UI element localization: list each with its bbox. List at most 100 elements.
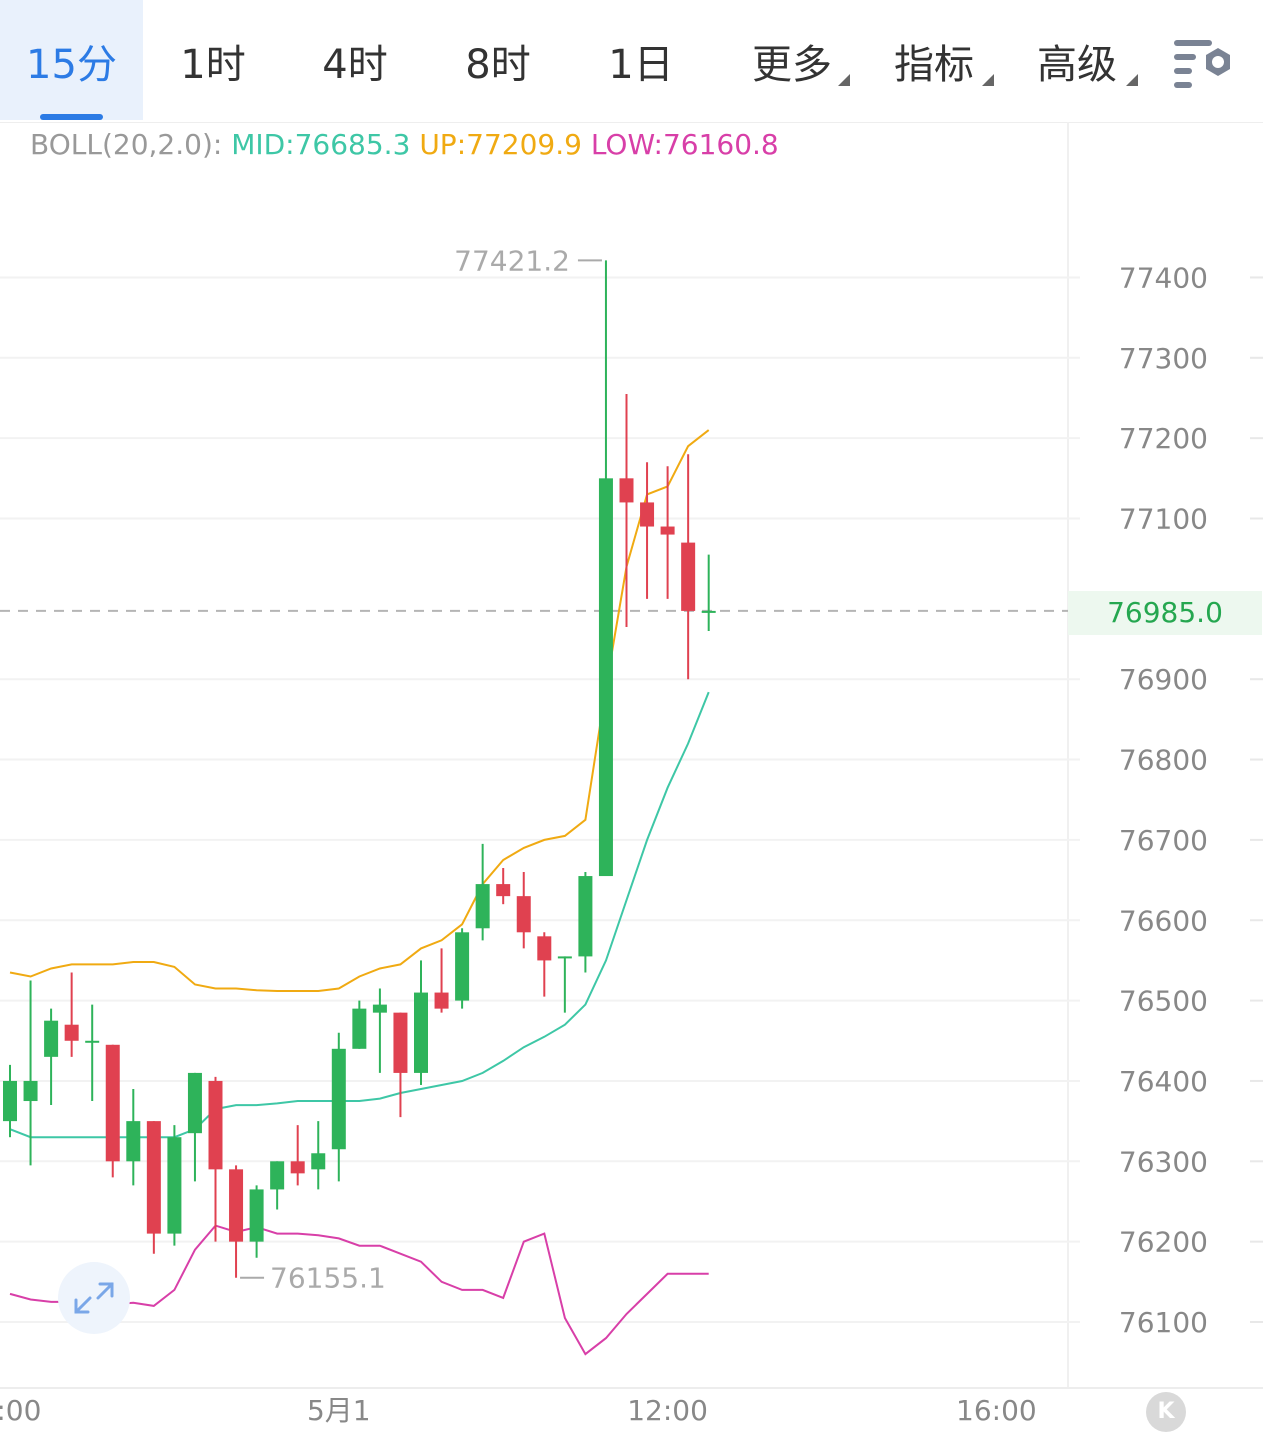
low-annotation-label: 76155.1 — [270, 1262, 386, 1295]
expand-arrows-icon — [74, 1282, 114, 1314]
candle-body — [229, 1169, 244, 1242]
tab-label: 8时 — [465, 42, 531, 88]
time-axis: 4:00 5月1 12:00 16:00 — [0, 1394, 1037, 1427]
candle-body — [352, 1008, 367, 1049]
candle-down — [640, 462, 655, 599]
candle-down — [146, 1121, 161, 1254]
candlestick-chart[interactable]: 77400 77300 77200 77100 76900 76800 76700 76600… — [0, 122, 1263, 1430]
candle-body — [598, 478, 613, 877]
candle-body — [167, 1137, 182, 1234]
candle-up — [352, 1000, 367, 1049]
price-tick-label: 77100 — [1119, 503, 1208, 536]
price-tick-label: 77300 — [1119, 342, 1208, 375]
candle-body — [372, 1004, 387, 1013]
candle-down — [619, 393, 634, 627]
tab-label: 高级 — [1037, 42, 1117, 88]
candle-body — [434, 992, 449, 1009]
expand-button[interactable] — [58, 1262, 130, 1334]
candle-body — [496, 884, 511, 897]
boll-upper-line — [9, 429, 710, 992]
tab-1d[interactable]: 1日 — [571, 0, 711, 120]
candle-down — [681, 454, 696, 680]
candle-down — [516, 872, 531, 949]
price-axis: 77400 77300 77200 77100 76900 76800 76700 76600… — [1119, 261, 1208, 1339]
candle-body — [455, 932, 470, 1001]
candle-down — [434, 948, 449, 1013]
tab-8h[interactable]: 8时 — [428, 0, 568, 120]
boll-mid-value: MID:76685.3 — [231, 128, 411, 161]
candles — [3, 260, 716, 1278]
candle-down — [537, 932, 552, 997]
candle-body — [537, 936, 552, 961]
price-tick-label: 76300 — [1119, 1145, 1208, 1178]
candle-down — [660, 466, 675, 599]
candle-up — [167, 1125, 182, 1246]
active-tab-indicator — [40, 114, 103, 120]
candle-body — [516, 896, 531, 933]
candle-body — [701, 610, 716, 613]
price-tick-label: 76500 — [1119, 985, 1208, 1018]
chart-settings-button[interactable] — [1168, 34, 1240, 96]
candle-body — [311, 1153, 326, 1170]
candle-body — [3, 1080, 17, 1122]
candle-body — [187, 1072, 202, 1134]
candle-up — [85, 1004, 100, 1102]
tab-label: 1时 — [180, 42, 246, 88]
candle-body — [85, 1040, 100, 1043]
candle-body — [681, 542, 696, 611]
candle-down — [393, 1012, 408, 1118]
tab-indicators-dropdown[interactable]: 指标 — [864, 0, 1004, 120]
candle-up — [557, 956, 572, 1013]
time-tick-label: 16:00 — [956, 1394, 1037, 1427]
candle-up — [331, 1032, 346, 1182]
candle-up — [455, 928, 470, 1009]
candle-body — [44, 1020, 59, 1057]
tab-15min[interactable]: 15分 — [0, 0, 143, 120]
candle-up — [701, 554, 716, 631]
candle-body — [105, 1044, 120, 1162]
candle-up — [23, 980, 38, 1166]
candle-body — [640, 502, 655, 527]
extreme-annotations: 77421.2 76155.1 — [240, 244, 602, 1295]
price-tick-label: 76800 — [1119, 744, 1208, 777]
candle-body — [414, 992, 428, 1073]
candle-down — [105, 1044, 120, 1178]
candle-up — [578, 872, 593, 973]
price-tick-label: 76600 — [1119, 904, 1208, 937]
timeframe-tabbar: 15分 1时 4时 8时 1日 更多 指标 高级 — [0, 0, 1263, 123]
candle-body — [331, 1048, 346, 1150]
tab-label: 1日 — [608, 42, 674, 88]
chart-grid — [0, 122, 1263, 1389]
candle-up — [126, 1088, 141, 1186]
candle-body — [64, 1024, 79, 1041]
time-tick-label: 5月1 — [307, 1394, 371, 1427]
candle-body — [475, 884, 490, 929]
boll-up-value: UP:77209.9 — [419, 128, 582, 161]
candle-up — [475, 843, 490, 941]
candle-down — [496, 868, 511, 905]
tab-4h[interactable]: 4时 — [285, 0, 425, 120]
candle-up — [598, 260, 613, 877]
candle-up — [311, 1121, 326, 1190]
candle-up — [3, 1064, 17, 1138]
price-tick-label: 77200 — [1119, 422, 1208, 455]
candle-body — [290, 1161, 305, 1174]
k-button[interactable]: K — [1146, 1392, 1186, 1432]
candle-body — [270, 1161, 285, 1190]
dropdown-caret-icon — [1126, 74, 1138, 86]
price-tick-label: 76400 — [1119, 1065, 1208, 1098]
tab-advanced-dropdown[interactable]: 高级 — [1007, 0, 1147, 120]
candle-down — [64, 972, 79, 1057]
candle-up — [187, 1072, 202, 1182]
candle-body — [23, 1080, 38, 1102]
candle-down — [229, 1165, 244, 1278]
candle-body — [578, 876, 593, 957]
tab-1h[interactable]: 1时 — [143, 0, 283, 120]
price-tick-label: 76100 — [1119, 1306, 1208, 1339]
last-price-tag: 76985.0 — [1068, 591, 1262, 635]
time-tick-label: 12:00 — [627, 1394, 708, 1427]
tab-more-dropdown[interactable]: 更多 — [722, 0, 862, 120]
boll-legend: BOLL(20,2.0): MID:76685.3 UP:77209.9 LOW… — [30, 125, 779, 165]
tab-label: 15分 — [26, 42, 117, 88]
candle-body — [146, 1121, 161, 1234]
